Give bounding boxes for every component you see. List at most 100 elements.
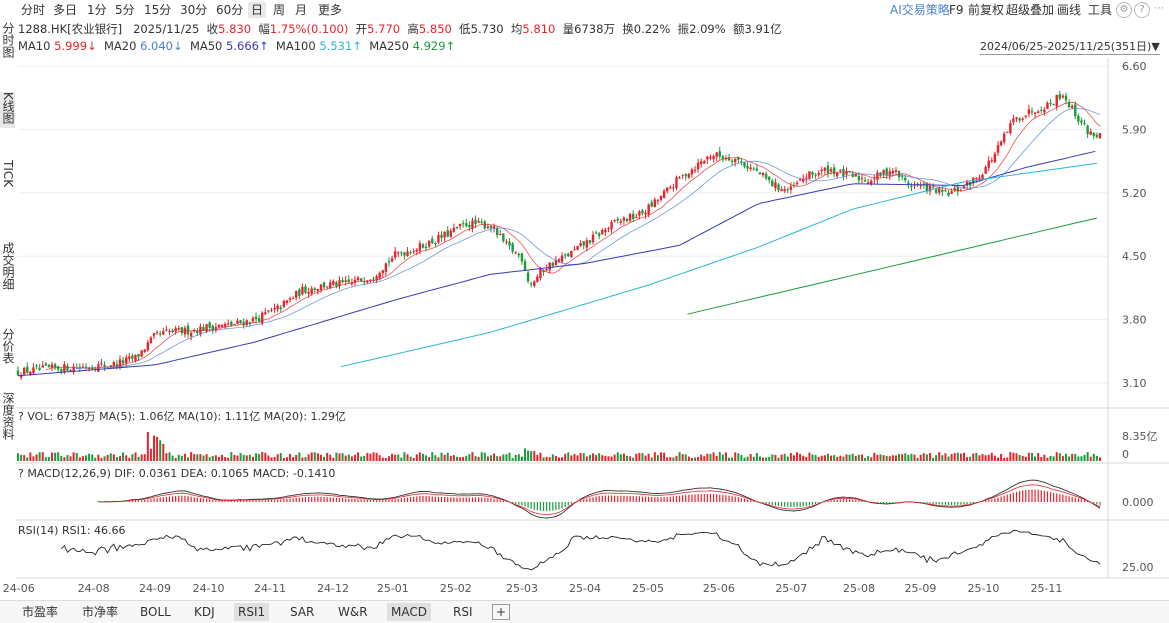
tab-60min[interactable]: 60分 [216,3,244,17]
candle-body [789,186,793,190]
volume-bar [734,452,737,461]
tab-daily[interactable]: 日 [248,2,267,18]
candle-body [165,329,168,331]
tab-pb[interactable]: 市净率 [82,605,119,619]
macd-histogram-bar [743,498,746,502]
tools-button[interactable]: 工具 [1088,3,1113,17]
candle-body [870,180,873,184]
tab-rsi[interactable]: RSI [453,605,473,619]
tab-rsi1[interactable]: RSI1 [234,603,270,621]
tab-1min[interactable]: 1分 [87,3,107,17]
volume-bar [1095,455,1098,461]
overlay-button[interactable]: 超级叠加 [1006,3,1055,17]
candle-body [125,357,128,364]
macd-histogram-bar [277,499,279,502]
candle-body [50,364,54,368]
macd-histogram-bar [465,497,467,502]
volume-bar [610,456,613,461]
volume-bar [604,455,607,461]
volume-bar [255,453,258,461]
macd-histogram-bar [1028,489,1030,502]
volume-bar [159,440,162,461]
macd-histogram-bar [382,500,384,502]
volume-bar [443,454,446,461]
macd-histogram-bar [740,497,742,502]
candle-body [372,278,375,280]
volume-bar [969,456,972,461]
volume-bar [860,454,863,461]
gear-icon[interactable]: ⚙ [1116,2,1132,18]
candle-body [22,368,26,375]
side-tab-trades[interactable]: 成交明细 [0,242,15,294]
adjust-button[interactable]: 前复权 [968,3,1005,17]
volume-bar [987,454,990,461]
tab-monthly[interactable]: 月 [295,3,308,17]
candle-body [72,366,75,373]
candle-body [359,278,363,281]
side-tab-kline[interactable]: K线图 [0,92,15,128]
macd-histogram-bar [156,498,158,502]
kline-chart[interactable]: 3.10 3.80 4.50 5.20 5.90 6.60 24-06 24-08 24-09… [0,0,1169,600]
candle-body [140,350,143,357]
volume-bar [295,455,298,461]
tab-intraday[interactable]: 分时 [21,3,46,17]
volume-bar [285,457,288,461]
macd-help-icon[interactable]: ? [18,467,24,480]
macd-histogram-bar [456,497,458,502]
volume-bar [638,452,641,461]
tab-multi-day[interactable]: 多日 [53,3,78,17]
macd-histogram-bar [858,500,860,502]
candle-body [780,189,783,192]
volume-bar [656,455,659,461]
candle-body [134,354,137,362]
tab-15min[interactable]: 15分 [144,3,172,17]
macd-chart [97,479,1101,519]
macd-histogram-bar [561,502,563,509]
ai-strategy-button[interactable]: AI交易策略 [890,3,950,17]
date-range-selector[interactable]: 2024/06/25-2025/11/25(351日)▼ [980,40,1160,55]
add-indicator-button[interactable]: + [492,604,511,620]
macd-histogram-bar [512,502,514,503]
candle-body [245,320,248,326]
macd-histogram-bar [187,496,189,502]
volume-bar [292,457,295,461]
volume-bar [81,456,84,461]
macd-histogram-bar [824,501,826,502]
candle-body [913,184,916,186]
tab-boll[interactable]: BOLL [140,605,171,619]
question-icon[interactable]: ? [1134,2,1150,18]
tab-5min[interactable]: 5分 [115,3,135,17]
side-tab-depth-label: 深度资料 [1,392,15,440]
tab-sar[interactable]: SAR [290,605,315,619]
side-tab-intraday[interactable]: 分时图 [0,22,15,62]
tab-kdj[interactable]: KDJ [194,605,215,619]
tab-wr[interactable]: W&R [338,605,368,619]
vol-help-icon[interactable]: ? [18,410,24,423]
draw-line-button[interactable]: 画线 [1057,3,1082,17]
side-tab-tick[interactable]: TICK [0,160,15,191]
tab-pe[interactable]: 市盈率 [22,605,59,619]
macd-histogram-bar [345,498,347,502]
macd-histogram-bar [190,496,192,502]
candle-body [363,281,366,283]
side-tab-depth[interactable]: 深度资料 [0,392,15,444]
tab-30min[interactable]: 30分 [180,3,208,17]
macd-histogram-bar [394,499,396,502]
turnover-label: 换 [622,22,634,36]
side-tab-price-table[interactable]: 分价表 [0,328,15,368]
more-icon[interactable]: ⋯ [1154,3,1164,14]
candle-body [619,221,623,223]
candle-body [734,158,737,163]
volume-bar [981,454,984,461]
date-tick-label: 25-07 [775,582,807,595]
candle-body [854,174,857,177]
f9-button[interactable]: F9 [949,3,964,17]
candle-body [591,234,595,243]
candle-body [63,364,66,373]
tab-weekly[interactable]: 周 [273,3,286,17]
candle-body [876,172,879,180]
tab-more[interactable]: 更多 [318,3,343,17]
macd-histogram-bar [233,500,235,502]
tab-macd[interactable]: MACD [387,603,431,621]
macd-histogram-bar [682,495,684,502]
